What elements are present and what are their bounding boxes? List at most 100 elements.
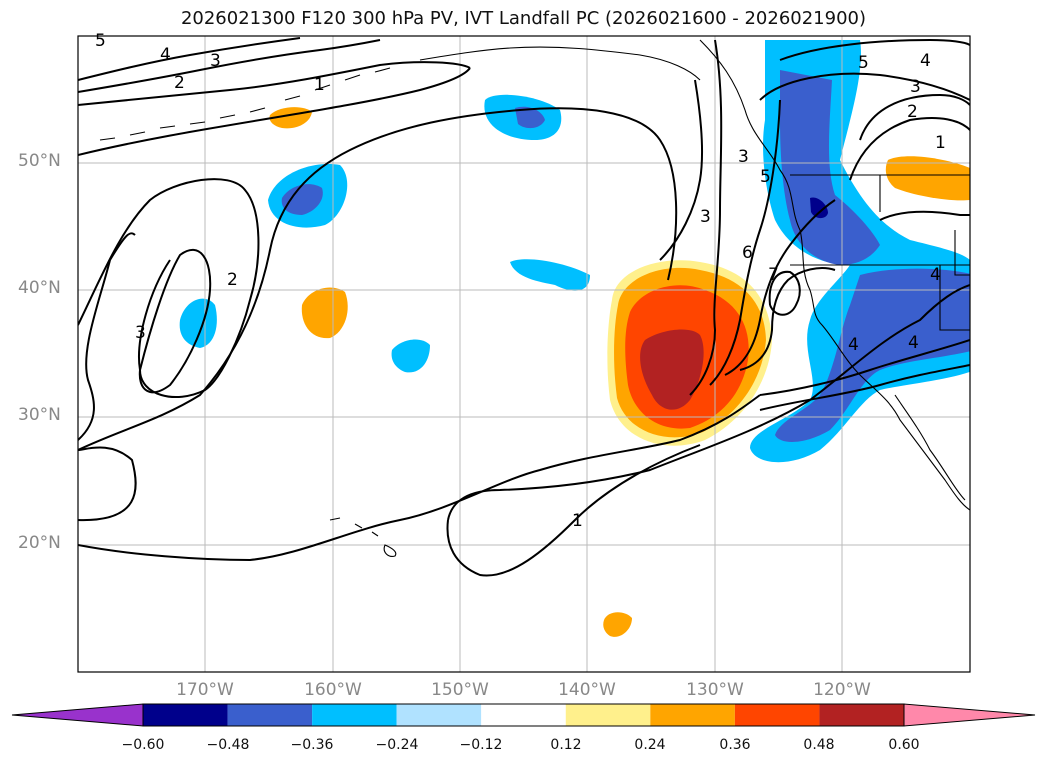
contour-line bbox=[759, 339, 970, 396]
negative-anomaly-coast-036 bbox=[780, 70, 880, 265]
colorbar-tick-label: 0.12 bbox=[550, 737, 582, 753]
contour-line bbox=[724, 199, 836, 376]
lon-label: 130°W bbox=[686, 680, 744, 700]
contour-line bbox=[78, 107, 678, 451]
positive-anomaly-patch-1 bbox=[301, 287, 348, 339]
contour-line bbox=[78, 37, 301, 81]
negative-anomaly-coast-036b bbox=[775, 268, 970, 442]
baja-coast bbox=[894, 394, 966, 501]
contour-label: 2 bbox=[174, 73, 185, 93]
colorbar-segment bbox=[227, 704, 313, 726]
contour-line bbox=[739, 267, 836, 371]
map-title: 2026021300 F120 300 hPa PV, IVT Landfall… bbox=[180, 8, 867, 29]
contour-line bbox=[447, 284, 970, 521]
contour-label: 4 bbox=[848, 335, 859, 355]
colorbar-tick-label: 0.60 bbox=[888, 737, 920, 753]
contour-label: 3 bbox=[910, 77, 921, 97]
contour-label: 4 bbox=[160, 45, 171, 65]
state-borders bbox=[790, 174, 970, 331]
hawaii-islands bbox=[329, 517, 397, 557]
contour-line bbox=[849, 117, 970, 181]
colorbar-segment bbox=[650, 704, 735, 726]
contour-label: 7 bbox=[768, 265, 779, 285]
contour-label: 2 bbox=[907, 102, 918, 122]
coastlines bbox=[99, 39, 970, 557]
contour-label: 4 bbox=[908, 333, 919, 353]
colorbar-tick-label: −0.36 bbox=[290, 737, 334, 753]
contour-line bbox=[859, 93, 970, 141]
negative-anomaly-patch-2-inner bbox=[515, 106, 545, 129]
contour-line bbox=[78, 446, 137, 522]
lat-label: 20°N bbox=[18, 533, 61, 553]
colorbar-tick-label: −0.60 bbox=[121, 737, 165, 753]
colorbar-segment bbox=[819, 704, 904, 726]
lon-label: 160°W bbox=[304, 680, 362, 700]
colorbar-segment bbox=[143, 704, 228, 726]
colorbar-tick-label: 0.36 bbox=[719, 737, 751, 753]
contour-line bbox=[759, 364, 970, 411]
contour-line bbox=[78, 67, 471, 156]
plot-frame bbox=[77, 35, 971, 673]
colorbar-tick-label: −0.12 bbox=[459, 737, 503, 753]
contour-line bbox=[709, 99, 781, 386]
lon-label: 120°W bbox=[813, 680, 871, 700]
contour-label: 5 bbox=[95, 31, 106, 51]
alaska-coast bbox=[419, 46, 701, 81]
colorbar-frame bbox=[142, 703, 905, 727]
colorbar bbox=[11, 703, 1036, 727]
contour-line bbox=[446, 444, 701, 577]
lat-label: 30°N bbox=[18, 405, 61, 425]
lon-label: 140°W bbox=[558, 680, 616, 700]
lon-label: 150°W bbox=[431, 680, 489, 700]
positive-anomaly-patch-3 bbox=[885, 156, 970, 201]
contour-line bbox=[138, 248, 212, 394]
contour-label: 3 bbox=[738, 147, 749, 167]
pv-contours bbox=[78, 37, 970, 577]
contour-label: 5 bbox=[760, 167, 771, 187]
positive-anomaly-patch-4 bbox=[603, 612, 632, 637]
lon-label: 170°W bbox=[176, 680, 234, 700]
shaded-anomalies bbox=[179, 40, 970, 637]
colorbar-segment bbox=[734, 704, 820, 726]
negative-anomaly-coast-048 bbox=[810, 197, 828, 219]
contour-line bbox=[879, 210, 970, 221]
contour-label: 3 bbox=[210, 51, 221, 71]
contour-label: 1 bbox=[314, 75, 325, 95]
contour-label: 3 bbox=[135, 323, 146, 343]
aleutian-islands bbox=[99, 67, 391, 141]
contour-line bbox=[78, 61, 471, 106]
contour-label: 2 bbox=[227, 270, 238, 290]
contour-label: 3 bbox=[700, 207, 711, 227]
contour-label: 6 bbox=[742, 243, 753, 263]
lat-label: 40°N bbox=[18, 278, 61, 298]
colorbar-tick-label: 0.48 bbox=[803, 737, 835, 753]
north-america-coast bbox=[699, 39, 970, 511]
colorbar-segment bbox=[312, 704, 397, 726]
contour-line bbox=[659, 79, 704, 261]
contour-label: 1 bbox=[572, 511, 583, 531]
contour-line bbox=[779, 38, 970, 61]
colorbar-tick-label: −0.24 bbox=[375, 737, 419, 753]
negative-anomaly-patch-3 bbox=[510, 259, 590, 291]
contour-line bbox=[689, 39, 723, 396]
contour-label: 4 bbox=[930, 265, 941, 285]
colorbar-tick-label: −0.48 bbox=[206, 737, 250, 753]
gridlines bbox=[78, 36, 970, 672]
contour-label: 1 bbox=[935, 133, 946, 153]
colorbar-segment bbox=[565, 704, 651, 726]
negative-anomaly-patch-1-inner bbox=[281, 184, 323, 215]
colorbar-extend-low bbox=[11, 703, 144, 727]
contour-line bbox=[78, 39, 381, 93]
contour-line bbox=[78, 394, 761, 562]
contour-line bbox=[759, 72, 970, 101]
contour-label: 4 bbox=[920, 51, 931, 71]
contour-labels: 5 4 3 2 1 3 2 3 1 3 6 7 5 4 3 2 1 4 4 5 … bbox=[95, 31, 946, 531]
contour-label: 5 bbox=[858, 53, 869, 73]
colorbar-segment bbox=[481, 704, 566, 726]
negative-anomaly-patch-5 bbox=[391, 339, 430, 373]
positive-anomaly-048 bbox=[640, 329, 704, 410]
colorbar-tick-label: 0.24 bbox=[634, 737, 666, 753]
contour-line bbox=[768, 270, 801, 316]
lat-label: 50°N bbox=[18, 151, 61, 171]
